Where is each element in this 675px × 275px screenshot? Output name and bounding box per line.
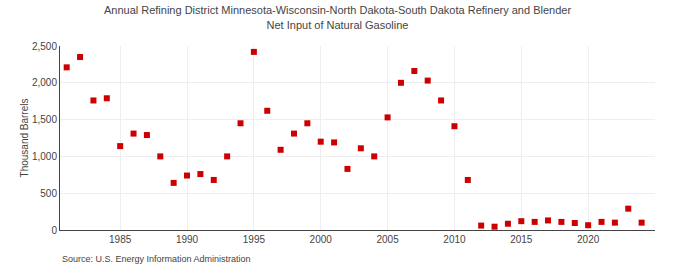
svg-text:2015: 2015 bbox=[510, 234, 533, 245]
svg-text:2010: 2010 bbox=[443, 234, 466, 245]
svg-text:500: 500 bbox=[40, 188, 57, 199]
svg-text:2,500: 2,500 bbox=[32, 41, 57, 52]
svg-text:1,000: 1,000 bbox=[32, 151, 57, 162]
svg-text:2005: 2005 bbox=[376, 234, 399, 245]
svg-text:Thousand Barrels: Thousand Barrels bbox=[19, 99, 30, 178]
svg-text:Source: U.S. Energy Informatio: Source: U.S. Energy Information Administ… bbox=[62, 254, 251, 264]
svg-text:1990: 1990 bbox=[176, 234, 199, 245]
svg-text:2,000: 2,000 bbox=[32, 77, 57, 88]
svg-text:2000: 2000 bbox=[310, 234, 333, 245]
svg-text:0: 0 bbox=[51, 225, 57, 236]
svg-text:Annual Refining District Minne: Annual Refining District Minnesota-Wisco… bbox=[104, 4, 571, 30]
svg-text:1985: 1985 bbox=[109, 234, 132, 245]
svg-text:1,500: 1,500 bbox=[32, 114, 57, 125]
svg-text:2020: 2020 bbox=[577, 234, 600, 245]
svg-text:1995: 1995 bbox=[243, 234, 266, 245]
